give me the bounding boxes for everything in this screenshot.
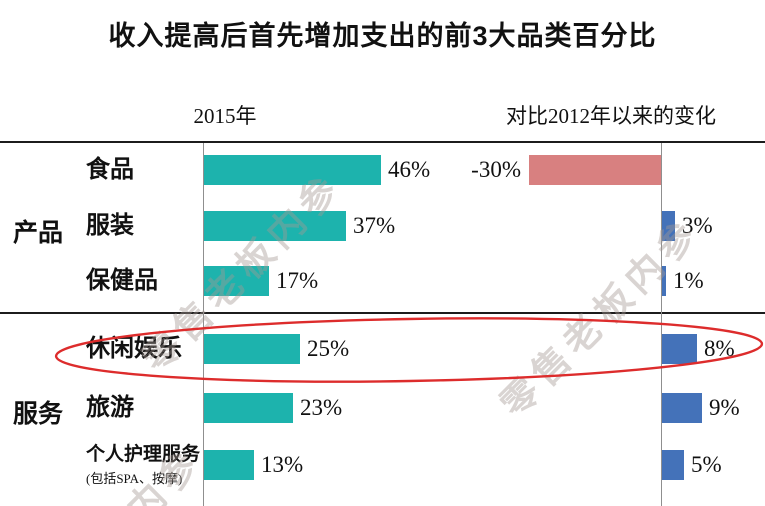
value-label-2015: 23% bbox=[300, 395, 343, 420]
bar-2015 bbox=[204, 450, 254, 480]
category-label: 食品 bbox=[86, 157, 134, 183]
column-header-change: 对比2012年以来的变化 bbox=[506, 104, 716, 128]
column-header-2015: 2015年 bbox=[193, 104, 257, 128]
category-label: 保健品 bbox=[86, 268, 158, 294]
bar-change-positive bbox=[662, 450, 684, 480]
value-label-2015: 46% bbox=[388, 157, 431, 182]
bar-2015 bbox=[204, 393, 293, 423]
bar-change-positive bbox=[662, 393, 702, 423]
bar-2015 bbox=[204, 266, 269, 296]
value-label-change: 3% bbox=[682, 213, 713, 238]
top-divider-line bbox=[0, 141, 765, 143]
category-label: 旅游 bbox=[86, 395, 134, 421]
category-label: 个人护理服务 bbox=[86, 444, 201, 465]
value-label-change: 5% bbox=[691, 452, 722, 477]
highlight-ellipse bbox=[54, 317, 764, 383]
value-label-2015: 13% bbox=[261, 452, 304, 477]
group-label-services: 服务 bbox=[12, 401, 63, 428]
page-title: 收入提高后首先增加支出的前3大品类百分比 bbox=[108, 21, 657, 51]
bar-change-positive bbox=[662, 266, 666, 296]
bar-2015 bbox=[204, 155, 381, 185]
bar-change-positive bbox=[662, 211, 675, 241]
group-label-products: 产品 bbox=[12, 220, 63, 247]
value-label-2015: 17% bbox=[276, 268, 319, 293]
bar-2015 bbox=[204, 334, 300, 364]
value-label-change: -30% bbox=[471, 157, 521, 182]
bar-change-positive bbox=[662, 334, 697, 364]
value-label-2015: 25% bbox=[307, 336, 350, 361]
bar-2015 bbox=[204, 211, 346, 241]
section-divider-line bbox=[0, 312, 765, 314]
value-label-change: 9% bbox=[709, 395, 740, 420]
bar-change-negative bbox=[529, 155, 661, 185]
category-label: 服装 bbox=[86, 213, 134, 239]
left-chart-axis-line bbox=[203, 143, 204, 506]
value-label-change: 1% bbox=[673, 268, 704, 293]
value-label-2015: 37% bbox=[353, 213, 396, 238]
category-sublabel: (包括SPA、按摩) bbox=[86, 471, 183, 486]
